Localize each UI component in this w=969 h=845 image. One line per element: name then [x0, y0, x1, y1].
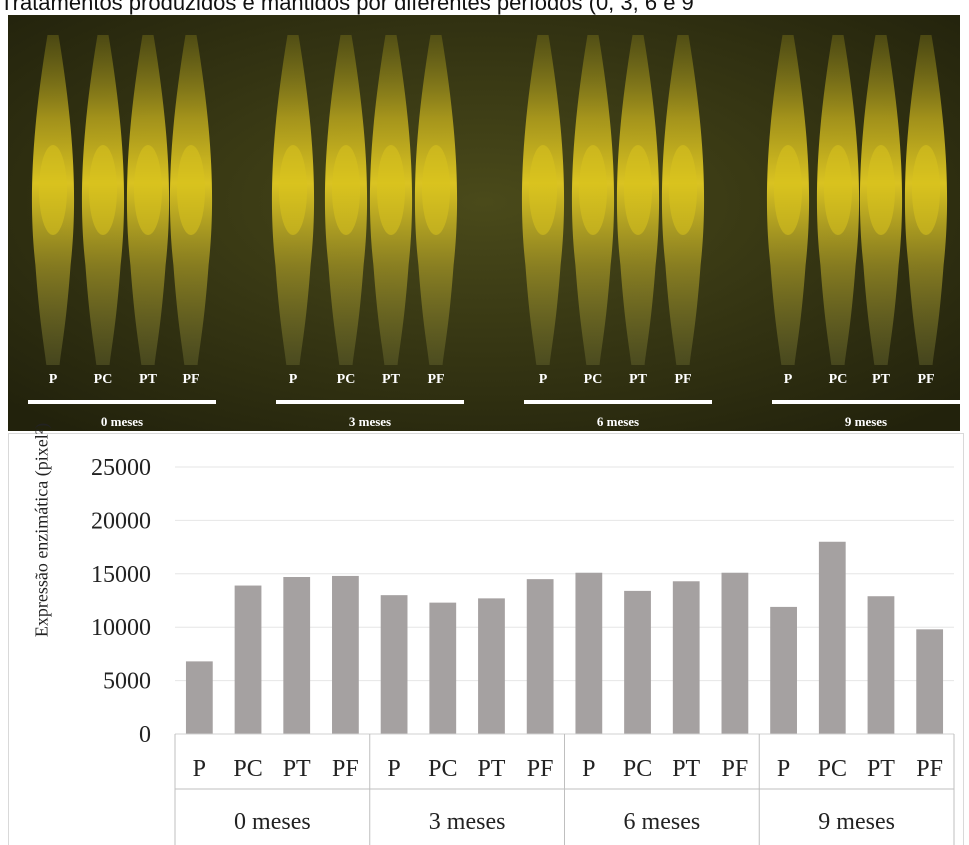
gel-period-label: 6 meses: [596, 414, 640, 429]
y-tick-label: 0: [139, 722, 151, 748]
x-category-label: PF: [916, 756, 943, 782]
gel-band-core: [89, 145, 117, 235]
gel-period-underline: [276, 400, 464, 404]
bar: [818, 541, 846, 734]
x-category-label: PF: [527, 756, 554, 782]
gel-lane-label: PT: [139, 372, 157, 387]
x-category-label: PC: [233, 756, 262, 782]
x-group-label: 0 meses: [234, 809, 311, 835]
y-tick-label: 25000: [91, 455, 151, 481]
gel-lane-label: PF: [182, 372, 200, 387]
gel-lane-label: PT: [872, 372, 890, 387]
gel-period-label: 3 meses: [348, 414, 392, 429]
x-category-label: PT: [477, 756, 505, 782]
gel-period-underline: [28, 400, 216, 404]
bar: [185, 661, 213, 734]
gel-lane-label: P: [783, 372, 793, 387]
x-category-label: PT: [867, 756, 895, 782]
gel-band-core: [669, 145, 697, 235]
bar: [234, 585, 262, 734]
gel-band-core: [867, 145, 895, 235]
figure-caption: Tratamentos produzidos e mantidos por di…: [0, 0, 694, 15]
gel-lane-label: PF: [917, 372, 935, 387]
bar: [867, 596, 895, 734]
y-tick-label: 20000: [91, 508, 151, 534]
gel-band-core: [332, 145, 360, 235]
bar: [575, 572, 603, 734]
gel-lane-label: PC: [828, 372, 848, 387]
x-group-label: 3 meses: [429, 809, 506, 835]
gel-lane-label: P: [48, 372, 58, 387]
gel-lane-label: P: [538, 372, 548, 387]
gel-band-core: [774, 145, 802, 235]
gel-lane-label: PC: [583, 372, 603, 387]
gel-period-underline: [772, 400, 960, 404]
bar: [721, 572, 749, 734]
gel-lane-label: PF: [674, 372, 692, 387]
bar: [770, 606, 797, 734]
y-axis-label: Expressão enzimática (pixel²): [31, 422, 52, 638]
y-tick-label: 15000: [91, 562, 151, 588]
bar: [332, 575, 359, 734]
gel-period-label: 0 meses: [100, 414, 144, 429]
x-category-label: PF: [722, 756, 749, 782]
x-category-label: PC: [623, 756, 652, 782]
x-category-label: P: [387, 756, 400, 782]
gel-band-core: [422, 145, 450, 235]
bar: [526, 579, 554, 734]
gel-band-core: [177, 145, 205, 235]
x-category-label: PT: [283, 756, 311, 782]
gel-band-core: [39, 145, 67, 235]
x-category-label: PT: [672, 756, 700, 782]
bar: [672, 581, 700, 734]
gel-lane-label: PC: [336, 372, 356, 387]
gel-lane-label: P: [288, 372, 298, 387]
bar-chart: 0 5000 10000 15000 20000 25000 P PC PT PF P PC PT PF P…: [91, 455, 955, 845]
x-category-label: P: [582, 756, 595, 782]
gel-lane-label: PT: [629, 372, 647, 387]
bar: [478, 598, 505, 734]
gel-band-core: [624, 145, 652, 235]
gel-band-core: [824, 145, 852, 235]
x-group-label: 6 meses: [624, 809, 701, 835]
gel-band-core: [912, 145, 940, 235]
gel-bands: [31, 35, 948, 365]
gel-band-core: [134, 145, 162, 235]
x-category-label: PC: [818, 756, 847, 782]
gel-lane-label: PT: [382, 372, 400, 387]
gel-band-core: [579, 145, 607, 235]
gel-lane-label: PF: [427, 372, 445, 387]
x-category-label: PF: [332, 756, 359, 782]
bar: [283, 577, 311, 734]
y-tick-label: 10000: [91, 615, 151, 641]
x-category-label: P: [777, 756, 790, 782]
bar: [624, 590, 651, 734]
gel-band-core: [529, 145, 557, 235]
gel-period-label: 9 meses: [844, 414, 888, 429]
gel-lane-label: PC: [93, 372, 113, 387]
bar: [380, 595, 408, 734]
x-category-label: PC: [428, 756, 457, 782]
x-category-label: P: [193, 756, 206, 782]
bar: [429, 602, 457, 734]
x-group-label: 9 meses: [818, 809, 895, 835]
gel-band-core: [377, 145, 405, 235]
gel-photo: [8, 15, 960, 431]
gel-band-core: [279, 145, 307, 235]
bar: [916, 629, 944, 734]
gel-period-underline: [524, 400, 712, 404]
bar-chart-panel: 0 5000 10000 15000 20000 25000 P PC PT PF P PC PT PF P…: [8, 433, 964, 845]
zymogram-gel-image: P PC PT PF P PC PT PF P PC PT PF P PC PT PF 0 meses 3 mes…: [8, 15, 960, 431]
y-tick-label: 5000: [103, 669, 151, 695]
